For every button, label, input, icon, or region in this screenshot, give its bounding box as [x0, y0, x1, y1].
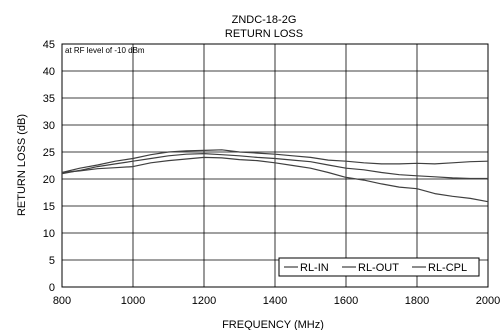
chart-title: ZNDC-18-2G	[232, 14, 297, 26]
y-tick-label: 35	[43, 93, 55, 105]
y-tick-label: 30	[43, 120, 55, 132]
chart-subtitle: RETURN LOSS	[225, 28, 303, 40]
chart-annotation: at RF level of -10 dBm	[65, 46, 145, 55]
x-tick-label: 800	[53, 295, 71, 307]
y-tick-label: 0	[49, 282, 55, 294]
x-tick-label: 1200	[192, 295, 216, 307]
legend-label-rl-out: RL-OUT	[358, 262, 399, 274]
legend-label-rl-in: RL-IN	[300, 262, 329, 274]
x-tick-labels: 800 1000 1200 1400 1600 1800 2000	[53, 295, 500, 307]
plot-area-frame	[61, 43, 489, 288]
legend-box	[278, 257, 480, 277]
y-tick-label: 40	[43, 66, 55, 78]
y-tick-label: 10	[43, 228, 55, 240]
y-tick-label: 5	[49, 255, 55, 267]
legend: RL-IN RL-OUT RL-CPL	[278, 257, 480, 277]
grid	[61, 43, 489, 288]
y-tick-label: 25	[43, 147, 55, 159]
x-tick-label: 1400	[263, 295, 287, 307]
y-tick-label: 20	[43, 174, 55, 186]
series-line-rl-cpl	[61, 156, 489, 203]
series-line-rl-out	[61, 153, 488, 180]
x-axis-label: FREQUENCY (MHz)	[222, 319, 324, 330]
y-tick-label: 15	[43, 201, 55, 213]
y-tick-label: 45	[43, 39, 55, 51]
y-axis-label: RETURN LOSS (dB)	[16, 114, 28, 216]
x-tick-label: 1800	[405, 295, 429, 307]
x-tick-label: 1600	[334, 295, 358, 307]
x-tick-label: 2000	[476, 295, 500, 307]
x-tick-label: 1000	[121, 295, 145, 307]
y-tick-labels: 0 5 10 15 20 25 30 35 40 45	[43, 39, 55, 294]
series-lines	[61, 149, 489, 203]
legend-label-rl-cpl: RL-CPL	[428, 262, 467, 274]
series-line-rl-in	[61, 149, 489, 174]
